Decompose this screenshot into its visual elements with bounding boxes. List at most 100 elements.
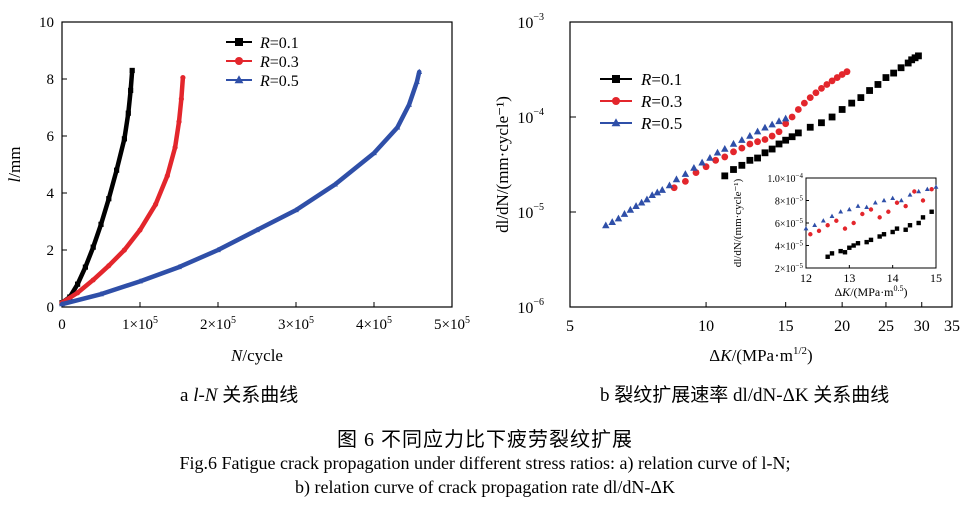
chart-c-point-R05 [838,209,844,214]
chart-c-point-R05 [812,222,818,228]
chart-a-legend-value: =0.3 [270,54,299,71]
chart-a-point-R03 [176,119,182,125]
chart-c-point-R01 [868,237,874,243]
chart-a-point-R03 [90,277,96,283]
chart-c-point-R03 [834,218,839,223]
chart-c-ytick-label: 1.0×10−4 [767,172,803,185]
chart-b-point-R03 [768,132,776,140]
chart-b-point-R01 [775,140,783,148]
chart-b-ytick-exponent: −4 [533,107,544,118]
chart-c-point-R01 [903,227,908,232]
chart-b-frame [569,21,953,308]
chart-a-ytick-label: 4 [47,186,55,202]
chart-b-xtick-label: 20 [834,318,850,335]
chart-c-point-R05 [933,184,939,189]
chart-c-point-R03 [868,207,874,212]
chart-b-point-R03 [823,81,831,88]
chart-a-l-N: 0 1×105 2×105 3×105 4×105 5×1050246810N/cycle… [5,15,470,365]
chart-b-point-R01 [828,113,836,121]
chart-a-point-R05 [416,68,423,74]
chart-b-ytick-label: 10−3 [517,12,544,32]
subcaption-a-suffix: 关系曲线 [217,385,299,406]
chart-a-point-R03 [106,263,112,269]
chart-a-ytick-label: 0 [47,300,55,316]
chart-c-point-R05 [820,218,826,223]
chart-b-legend-value: =0.3 [651,92,682,111]
subcaption-a-prefix: a [180,385,194,406]
chart-c-ytick-exponent: −4 [796,172,804,180]
chart-a-xtick-mantissa: 1×10 [122,317,153,333]
chart-b-legend-symbol: R [640,114,652,133]
chart-c-point-R03 [920,198,926,203]
chart-b-legend-label-R03: R=0.3 [640,92,682,111]
chart-b-ytick-exponent: −5 [533,202,544,213]
chart-b-point-R01 [730,166,737,173]
chart-b-point-R03 [730,148,737,156]
figure-caption-en-line1: Fig.6 Fatigue crack propagation under di… [179,453,791,473]
chart-c-ytick-label: 2×10−5 [775,262,804,275]
chart-b-point-R05 [681,170,690,177]
chart-b-legend-symbol: R [640,92,652,111]
chart-b-ytick-exponent: −3 [533,12,544,23]
chart-a-series-line-R01 [59,68,135,305]
chart-b-xlabel-symbol: K [719,346,733,365]
chart-c-point-R01 [825,254,830,259]
chart-b-point-R05 [706,153,714,161]
chart-c-point-R03 [903,203,908,209]
chart-b-point-R03 [761,136,769,143]
chart-b-point-R03 [788,113,796,121]
chart-b-point-R03 [681,177,689,185]
chart-b-xtick-label: 35 [944,318,960,335]
chart-b-point-R03 [754,138,761,146]
chart-a-xlabel-unit: /cycle [242,346,283,365]
figure-caption-en-line2: b) relation curve of crack propagation r… [295,477,675,497]
chart-a-legend-symbol: R [259,54,270,71]
chart-a-xtick-exponent: 5 [231,315,236,326]
chart-a-point-R01 [114,167,120,173]
chart-c-ytick-label: 6×10−5 [775,217,804,230]
chart-c-point-R05 [907,192,913,197]
chart-c-point-R03 [825,223,830,228]
chart-c-xlabel-unit: /(MPa·m [850,285,894,299]
chart-c-point-R01 [881,232,887,237]
chart-a-legend-label-R01: R=0.1 [259,35,299,52]
chart-b-point-R03 [746,140,754,148]
chart-a-legend-label-R03: R=0.3 [259,54,299,71]
chart-c-point-R03 [842,226,848,231]
chart-a-xtick-mantissa: 4×10 [356,317,387,333]
chart-b-point-R01 [738,161,746,169]
subcaption-a-italic: l-N [193,385,218,406]
chart-a-xlabel-symbol: N [230,346,244,365]
chart-b-xtick-label: 15 [778,318,794,335]
chart-b-point-R03 [794,106,802,113]
chart-b-point-R05 [643,195,651,203]
chart-a-ytick-label: 6 [47,129,55,145]
chart-c-point-R01 [907,223,913,228]
chart-a-legend-symbol: R [259,35,270,52]
chart-a-xtick-exponent: 5 [309,315,314,326]
chart-a-xtick-mantissa: 3×10 [278,317,309,333]
chart-b-point-R03 [782,120,790,128]
chart-a-point-R03 [75,290,81,296]
chart-b-point-R01 [721,172,729,180]
chart-b-point-R01 [848,99,856,107]
chart-b-ytick-base: 10 [517,300,533,317]
chart-b-point-R05 [614,214,623,222]
chart-c-point-R03 [894,200,900,205]
chart-c-point-R01 [829,251,835,256]
chart-a-point-R05 [293,206,299,213]
chart-c-point-R05 [803,225,809,231]
chart-c-point-R01 [851,243,856,248]
chart-c-ytick-mantissa: 4×10 [775,242,796,253]
chart-c-point-R05 [829,213,835,219]
chart-b-point-R05 [698,158,706,166]
chart-c-point-R01 [894,226,900,231]
chart-a-point-R05 [406,101,412,107]
chart-c-ytick-mantissa: 2×10 [775,264,796,275]
chart-b-point-R01 [838,106,846,113]
chart-b-ytick-base: 10 [517,110,533,127]
chart-c-point-R01 [847,245,852,250]
chart-c-point-R01 [838,248,843,254]
chart-c-ytick-mantissa: 1.0×10 [767,174,795,185]
chart-c-point-R05 [916,188,922,194]
